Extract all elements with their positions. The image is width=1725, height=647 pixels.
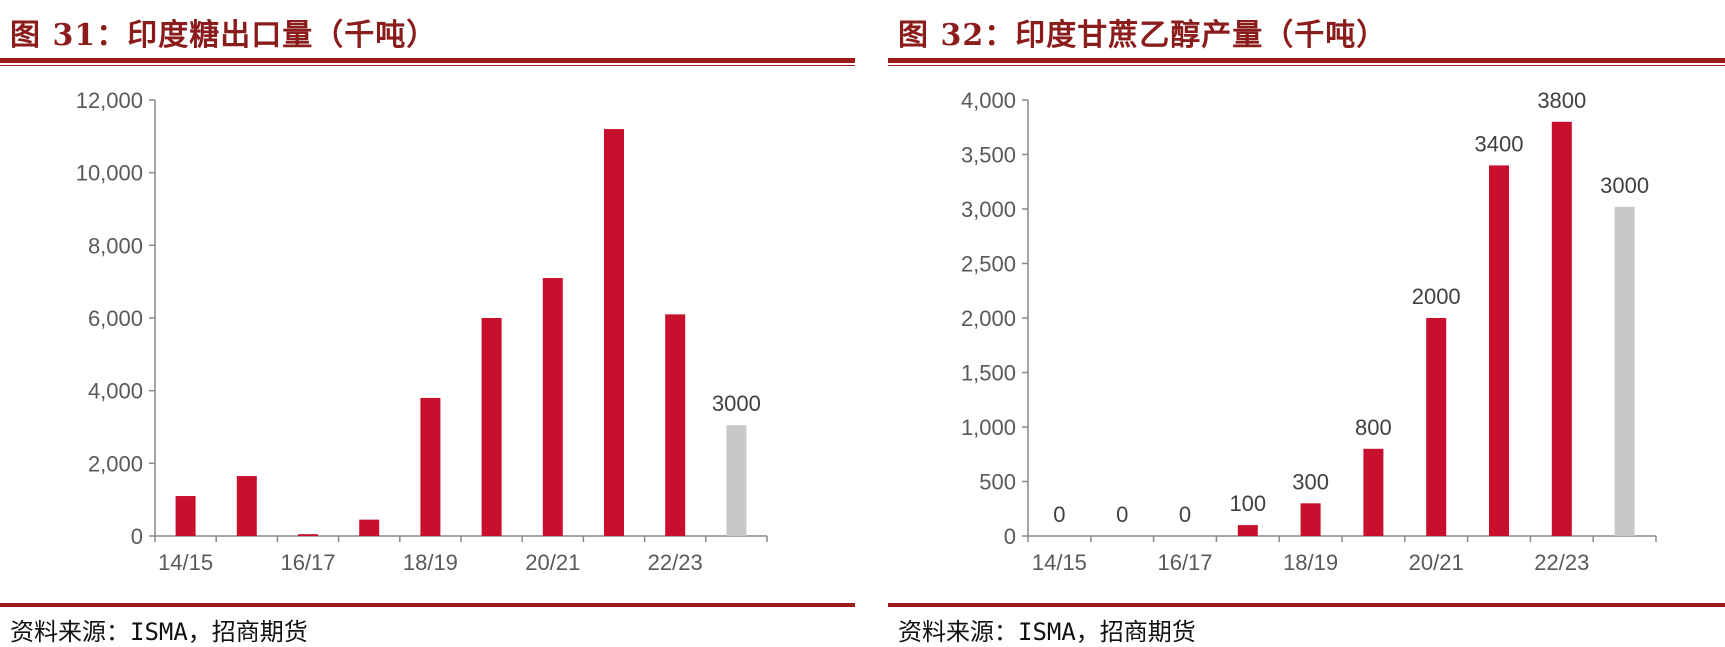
bar: [1489, 165, 1509, 536]
y-tick-label: 2,500: [961, 252, 1016, 277]
y-tick-label: 0: [131, 524, 143, 549]
source-rule: [0, 603, 855, 607]
bar: [1551, 121, 1572, 537]
sugar-export-bar-chart: 0 2,000 4,000 6,000 8,000 10,000 12,000 14/15 16…: [76, 88, 768, 575]
data-label: 0: [1053, 502, 1065, 527]
x-tick-label: 18/19: [1283, 550, 1338, 575]
x-tick-label: 22/23: [648, 550, 703, 575]
y-tick-label: 8,000: [88, 233, 143, 258]
data-label: 100: [1229, 491, 1266, 516]
data-label: 3400: [1475, 131, 1524, 156]
y-tick-label: 500: [979, 470, 1016, 495]
x-tick-label: 20/21: [1409, 550, 1464, 575]
bar: [1614, 206, 1635, 536]
y-tick-label: 1,000: [961, 415, 1016, 440]
x-tick-label: 18/19: [403, 550, 458, 575]
bar: [359, 519, 380, 536]
source-note: 资料来源：ISMA，招商期货: [898, 618, 1196, 646]
right-chart-panel: 图 32：印度甘蔗乙醇产量（千吨） 0 500 1,000 1,500 2,000 2,5…: [888, 0, 1725, 646]
y-tick-label: 1,500: [961, 361, 1016, 386]
bar: [1426, 318, 1447, 536]
y-tick-label: 2,000: [961, 306, 1016, 331]
y-tick-label: 12,000: [76, 88, 143, 113]
bar: [542, 278, 563, 536]
bar: [236, 476, 257, 536]
bar: [481, 318, 502, 536]
chart-title: 图 32：印度甘蔗乙醇产量（千吨）: [898, 18, 1388, 53]
left-chart-panel: 图 31：印度糖出口量（千吨） 0 2,000 4,000 6,000 8,000 10,…: [0, 0, 860, 646]
x-tick-label: 14/15: [158, 550, 213, 575]
title-rule: [0, 58, 855, 63]
data-label: 0: [1116, 502, 1128, 527]
data-label: 0: [1179, 502, 1191, 527]
y-tick-label: 4,000: [88, 379, 143, 404]
bar: [604, 129, 624, 537]
bar: [298, 534, 318, 536]
x-tick-label: 16/17: [280, 550, 335, 575]
source-rule: [888, 603, 1725, 607]
data-label: 2000: [1412, 284, 1461, 309]
chart-title: 图 31：印度糖出口量（千吨）: [10, 18, 438, 53]
cane-ethanol-bar-chart: 0 500 1,000 1,500 2,000 2,500 3,000 3,500 4,000 0…: [961, 88, 1657, 575]
title-rule-thin: [888, 65, 1725, 66]
y-tick-label: 10,000: [76, 161, 143, 186]
data-label: 300: [1292, 469, 1329, 494]
y-tick-label: 6,000: [88, 306, 143, 331]
data-label: 3000: [712, 391, 761, 416]
data-label: 800: [1355, 415, 1392, 440]
bar: [726, 425, 747, 536]
title-rule: [888, 58, 1725, 63]
data-label: 3800: [1537, 88, 1586, 113]
x-tick-label: 20/21: [525, 550, 580, 575]
bar: [665, 314, 686, 536]
bar: [1363, 448, 1384, 536]
x-tick-label: 22/23: [1534, 550, 1589, 575]
x-tick-label: 16/17: [1157, 550, 1212, 575]
bar: [175, 496, 196, 536]
bar: [1237, 525, 1258, 536]
y-tick-label: 0: [1004, 524, 1016, 549]
x-tick-label: 14/15: [1032, 550, 1087, 575]
data-label: 3000: [1600, 173, 1649, 198]
y-tick-label: 3,500: [961, 143, 1016, 168]
title-rule-thin: [0, 65, 855, 66]
source-note: 资料来源：ISMA，招商期货: [10, 618, 308, 646]
y-tick-label: 4,000: [961, 88, 1016, 113]
y-tick-label: 2,000: [88, 451, 143, 476]
y-tick-label: 3,000: [961, 197, 1016, 222]
bar: [420, 397, 441, 536]
bar: [1300, 503, 1321, 536]
